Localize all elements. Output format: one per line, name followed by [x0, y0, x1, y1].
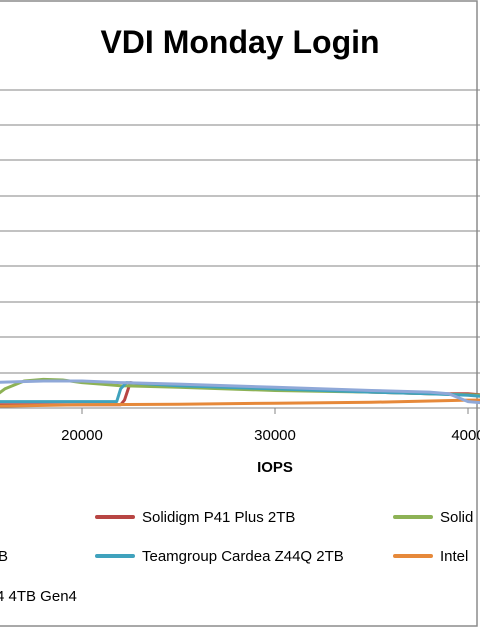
legend-entry-label: Intel: [440, 548, 468, 565]
x-axis: 20000 30000 4000: [0, 407, 480, 444]
legend-entry-label: Solidigm P41 Plus 2TB: [142, 509, 295, 526]
x-axis-label: IOPS: [257, 459, 293, 476]
legend: Solidigm P41 Plus 2TB Solid B Teamgroup Car…: [0, 509, 473, 605]
gridlines: [0, 89, 480, 374]
legend-entry-label: B: [0, 548, 8, 565]
series-line: [0, 377, 480, 397]
legend-entry-label: Solid: [440, 509, 473, 526]
series-lines: [0, 377, 480, 408]
chart-title: VDI Monday Login: [100, 24, 379, 60]
x-tick-label: 30000: [254, 427, 296, 444]
series-line: [0, 379, 480, 405]
legend-entry-label: Teamgroup Cardea Z44Q 2TB: [142, 548, 344, 565]
x-tick-label: 20000: [61, 427, 103, 444]
series-line: [0, 398, 480, 408]
legend-entry-label: 4 4TB Gen4: [0, 588, 77, 605]
x-tick-label: 4000: [451, 427, 480, 444]
